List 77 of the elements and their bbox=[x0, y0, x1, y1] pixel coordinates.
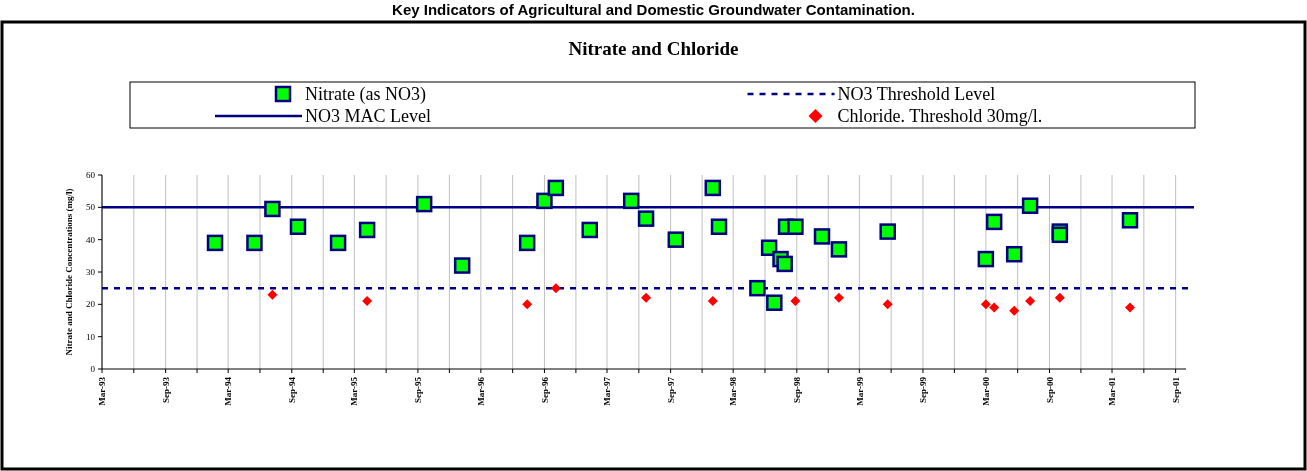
point bbox=[787, 218, 804, 235]
point bbox=[766, 294, 783, 311]
point bbox=[1021, 197, 1039, 214]
point bbox=[879, 223, 896, 240]
point bbox=[637, 210, 655, 227]
point bbox=[547, 179, 565, 197]
point bbox=[985, 213, 1003, 231]
point bbox=[1051, 226, 1069, 244]
point bbox=[518, 234, 536, 252]
point bbox=[830, 241, 848, 258]
point bbox=[1121, 212, 1139, 229]
point bbox=[289, 218, 307, 235]
point bbox=[415, 195, 433, 213]
y-tick-label: 60 bbox=[86, 170, 96, 181]
chart-subtitle: Nitrate and Chloride bbox=[568, 38, 739, 59]
chart-title: Key Indicators of Agricultural and Domestic Groundwater Contamination. bbox=[392, 1, 915, 18]
y-tick-label: 50 bbox=[86, 202, 96, 213]
point bbox=[536, 192, 553, 210]
legend-label: NO3 Threshold Level bbox=[837, 84, 996, 104]
x-tick-label: Sep-95 bbox=[413, 376, 424, 404]
point bbox=[362, 296, 373, 307]
point bbox=[1125, 302, 1135, 313]
point bbox=[267, 289, 278, 300]
x-tick-label: Mar-95 bbox=[349, 376, 360, 406]
point bbox=[1025, 296, 1036, 307]
point bbox=[833, 292, 844, 303]
x-tick-label: Sep-01 bbox=[1170, 376, 1181, 404]
x-tick-label: Mar-94 bbox=[223, 376, 234, 406]
x-tick-label: Mar-01 bbox=[1107, 376, 1118, 406]
legend-label: Chloride. Threshold 30mg/l. bbox=[837, 106, 1043, 126]
point bbox=[989, 302, 1000, 313]
point bbox=[813, 228, 831, 245]
x-tick-label: Mar-98 bbox=[728, 376, 739, 406]
y-tick-label: 30 bbox=[86, 267, 96, 278]
point bbox=[1005, 245, 1023, 263]
legend-label: Nitrate (as NO3) bbox=[305, 84, 426, 105]
y-axis-title: Nitrate and Chloride Concentrations (mg/l) bbox=[64, 188, 74, 356]
point bbox=[667, 231, 685, 248]
x-tick-label: Sep-00 bbox=[1044, 376, 1055, 404]
x-tick-label: Mar-00 bbox=[981, 376, 992, 406]
x-tick-label: Sep-99 bbox=[918, 376, 929, 404]
point bbox=[206, 234, 224, 252]
point bbox=[749, 279, 766, 297]
x-tick-label: Sep-96 bbox=[539, 376, 550, 404]
point bbox=[522, 299, 533, 310]
x-tick-label: Mar-99 bbox=[854, 376, 865, 406]
point bbox=[710, 218, 728, 235]
x-tick-label: Sep-93 bbox=[160, 376, 171, 404]
y-tick-label: 10 bbox=[86, 331, 96, 342]
x-tick-label: Mar-96 bbox=[476, 376, 486, 406]
point bbox=[641, 292, 652, 303]
point bbox=[1054, 292, 1065, 303]
y-tick-label: 20 bbox=[86, 299, 96, 310]
point bbox=[264, 200, 281, 218]
x-tick-label: Mar-97 bbox=[602, 376, 613, 406]
point bbox=[776, 255, 793, 273]
y-tick-label: 0 bbox=[90, 364, 96, 375]
point bbox=[358, 221, 376, 239]
point bbox=[707, 296, 718, 307]
point bbox=[882, 299, 893, 310]
y-tick-label: 40 bbox=[86, 234, 96, 245]
point bbox=[246, 234, 263, 252]
point bbox=[622, 192, 640, 210]
x-tick-label: Sep-98 bbox=[791, 376, 802, 404]
point bbox=[329, 234, 347, 252]
point bbox=[581, 221, 598, 239]
point bbox=[550, 283, 561, 294]
x-tick-label: Sep-97 bbox=[665, 376, 676, 404]
legend-label: NO3 MAC Level bbox=[305, 106, 431, 126]
point bbox=[790, 296, 801, 307]
point bbox=[980, 299, 991, 310]
point bbox=[704, 179, 722, 197]
x-tick-label: Mar-93 bbox=[97, 376, 108, 406]
point bbox=[977, 250, 995, 268]
point bbox=[1009, 305, 1020, 316]
point bbox=[453, 257, 471, 274]
x-tick-label: Sep-94 bbox=[286, 376, 297, 404]
